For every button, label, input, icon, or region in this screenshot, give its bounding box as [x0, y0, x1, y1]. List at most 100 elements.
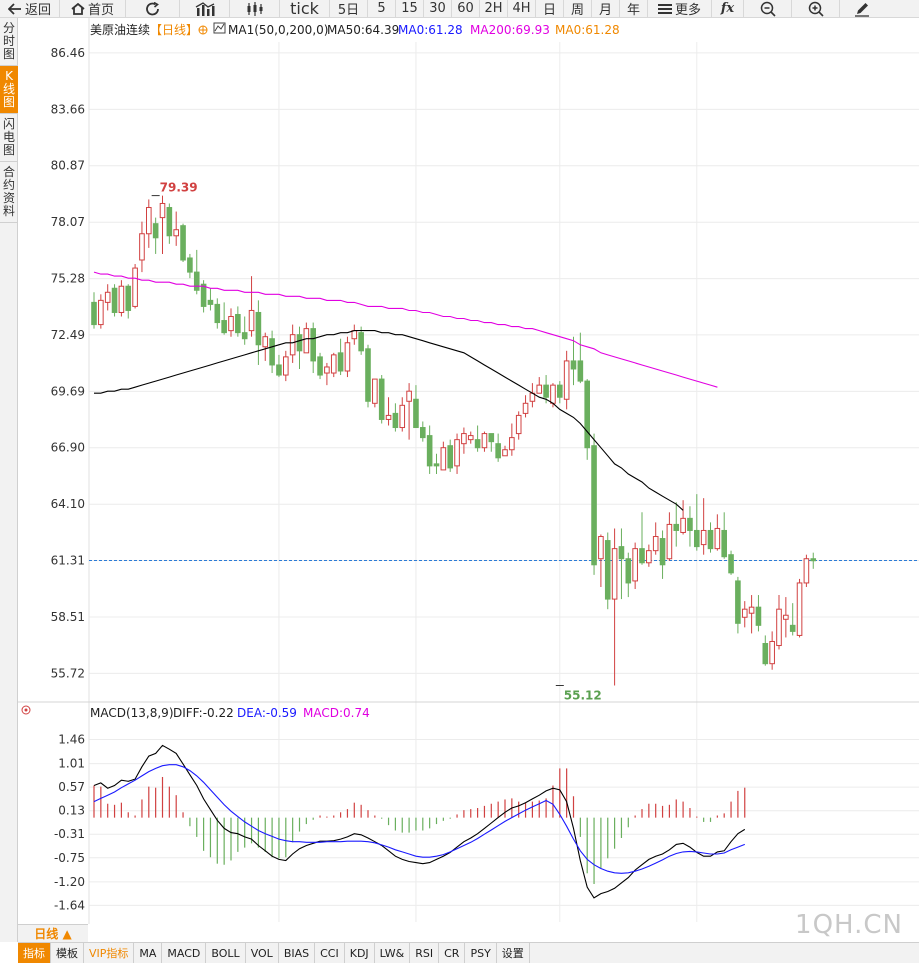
candle-body: [474, 439, 481, 449]
legend-ma50: MA50:64.39: [327, 23, 399, 37]
candle-body: [447, 445, 453, 469]
sidebar-tab-flash[interactable]: 闪电图: [0, 114, 18, 162]
tab-cci[interactable]: CCI: [315, 943, 345, 963]
chart-type-button[interactable]: [180, 0, 230, 18]
candle-body: [598, 536, 604, 560]
candle-body: [694, 529, 700, 548]
candle-body: [228, 316, 234, 332]
back-button[interactable]: 返回: [0, 0, 60, 18]
candle-body: [159, 202, 166, 219]
tab-settings[interactable]: 设置: [497, 943, 530, 963]
max-price-label: 79.39: [160, 181, 198, 195]
period-year[interactable]: 年: [620, 0, 648, 18]
candle-body: [481, 433, 488, 449]
period-week[interactable]: 周: [564, 0, 592, 18]
candle-body: [406, 390, 412, 402]
period-15min[interactable]: 15: [396, 0, 424, 18]
kline-chart[interactable]: 86.46 83.66 80.87 78.07 75.28 72.49 69.69 66.90…: [18, 18, 919, 924]
candle-body: [344, 342, 351, 372]
candle-body: [577, 360, 584, 382]
candle-body: [659, 538, 666, 566]
candle-body: [776, 608, 782, 647]
macd-settings-icon[interactable]: [21, 705, 31, 715]
sidebar-tab-kline[interactable]: K线图: [0, 66, 18, 114]
period-day[interactable]: 日: [536, 0, 564, 18]
candle-body: [330, 354, 337, 374]
tick-button[interactable]: tick: [280, 0, 330, 18]
min-price-label: 55.12: [564, 688, 602, 702]
tab-lw[interactable]: LW&: [375, 943, 411, 963]
sidebar-tab-timeshare[interactable]: 分时图: [0, 18, 18, 66]
price-tick-label: 64.10: [51, 497, 85, 511]
period-2h[interactable]: 2H: [480, 0, 508, 18]
zoom-out-button[interactable]: [744, 0, 792, 18]
price-tick-label: 69.69: [51, 384, 85, 398]
candle-body: [248, 309, 255, 332]
macd-tick-label: 1.46: [58, 733, 85, 747]
zoom-in-icon: [808, 1, 824, 17]
period-30min[interactable]: 30: [424, 0, 452, 18]
tab-kdj[interactable]: KDJ: [345, 943, 375, 963]
tab-ma[interactable]: MA: [134, 943, 163, 963]
period-selector[interactable]: 日线 ▲: [18, 924, 88, 942]
tab-cr[interactable]: CR: [439, 943, 466, 963]
tab-indicators[interactable]: 指标: [18, 943, 51, 963]
legend-symbol: 美原油连续: [90, 22, 150, 37]
legend-ma1: MA1(50,0,200,0): [228, 23, 328, 37]
candle-body: [536, 384, 543, 394]
candle-body: [563, 360, 570, 400]
refresh-button[interactable]: [126, 0, 180, 18]
candle-body: [358, 332, 364, 352]
period-5day[interactable]: 5日: [330, 0, 368, 18]
candles-button[interactable]: [230, 0, 280, 18]
candle-body: [426, 435, 433, 467]
candle-body: [200, 283, 207, 307]
more-button[interactable]: 更多: [648, 0, 712, 18]
candle-body: [652, 536, 659, 552]
tab-vol[interactable]: VOL: [246, 943, 279, 963]
price-tick-label: 75.28: [51, 272, 85, 286]
tab-boll[interactable]: BOLL: [206, 943, 246, 963]
candle-body: [666, 523, 673, 560]
candle-body: [152, 223, 159, 239]
candle-body: [392, 412, 399, 429]
candle-body: [317, 356, 323, 376]
period-5min[interactable]: 5: [368, 0, 396, 18]
candle-body: [618, 546, 625, 560]
macd-legend-dea: DEA:-0.59: [237, 706, 297, 720]
price-tick-label: 66.90: [51, 441, 85, 455]
candle-body: [132, 267, 138, 307]
macd-axis-labels: 1.46 1.01 0.57 0.13 -0.31 -0.75 -1.20 -1.64: [54, 733, 85, 913]
candle-body: [803, 558, 810, 584]
candle-body: [98, 299, 104, 326]
tab-templates[interactable]: 模板: [51, 943, 84, 963]
period-month[interactable]: 月: [592, 0, 620, 18]
tab-macd[interactable]: MACD: [162, 943, 207, 963]
macd-tick-label: -0.31: [54, 827, 85, 841]
candle-body: [796, 582, 803, 636]
period-60min[interactable]: 60: [452, 0, 480, 18]
price-tick-label: 72.49: [51, 328, 85, 342]
tab-vip-indicators[interactable]: VIP指标: [84, 943, 135, 963]
draw-button[interactable]: [840, 0, 884, 18]
macd-dea-line: [93, 764, 746, 874]
sidebar-tab-contract[interactable]: 合约资料: [0, 162, 18, 223]
candle-body: [193, 271, 200, 291]
ma-toggle-icon[interactable]: [213, 22, 226, 34]
candle-body: [687, 517, 693, 531]
candle-body: [604, 540, 611, 600]
period-4h[interactable]: 4H: [508, 0, 536, 18]
candle-body: [735, 580, 741, 624]
candle-body: [762, 643, 769, 665]
tab-rsi[interactable]: RSI: [410, 943, 440, 963]
tab-psy[interactable]: PSY: [465, 943, 497, 963]
candle-body: [255, 311, 262, 346]
zoom-in-button[interactable]: [792, 0, 840, 18]
formula-button[interactable]: fx: [712, 0, 744, 18]
left-sidebar: 分时图 K线图 闪电图 合约资料: [0, 18, 18, 942]
candle-body: [714, 527, 721, 550]
home-button[interactable]: 首页: [60, 0, 126, 18]
price-tick-label: 61.31: [51, 554, 85, 568]
candle-body: [118, 285, 125, 313]
tab-bias[interactable]: BIAS: [279, 943, 316, 963]
